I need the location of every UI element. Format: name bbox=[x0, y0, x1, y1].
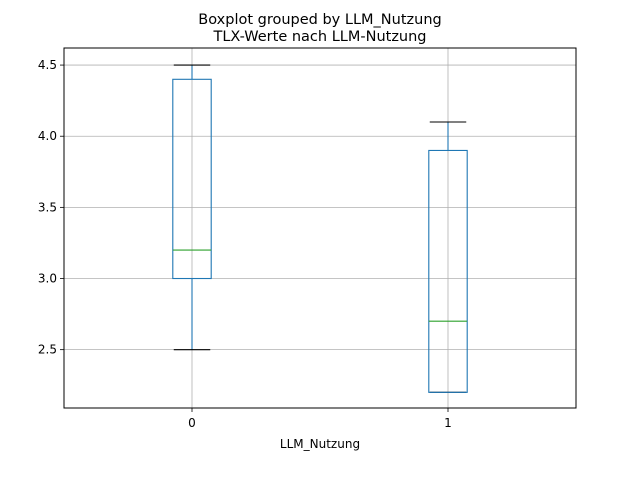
y-tick-label: 3.5 bbox=[38, 200, 57, 214]
plot-frame bbox=[63, 47, 577, 409]
x-tick-label: 1 bbox=[444, 416, 452, 430]
x-axis-label: LLM_Nutzung bbox=[280, 437, 360, 451]
y-axis: 2.5 3.0 3.5 4.0 4.5 bbox=[38, 58, 64, 357]
y-tick-label: 3.0 bbox=[38, 272, 57, 286]
x-tick-label: 0 bbox=[188, 416, 196, 430]
box-iqr bbox=[428, 149, 468, 393]
y-tick-label: 4.0 bbox=[38, 129, 57, 143]
y-tick-label: 4.5 bbox=[38, 58, 57, 72]
chart-suptitle: Boxplot grouped by LLM_Nutzung bbox=[198, 12, 441, 28]
grid-lines bbox=[64, 48, 576, 408]
y-tick-label: 2.5 bbox=[38, 343, 57, 357]
box-iqr bbox=[172, 78, 212, 280]
box-group bbox=[172, 64, 468, 393]
chart-title: TLX-Werte nach LLM-Nutzung bbox=[212, 29, 426, 45]
